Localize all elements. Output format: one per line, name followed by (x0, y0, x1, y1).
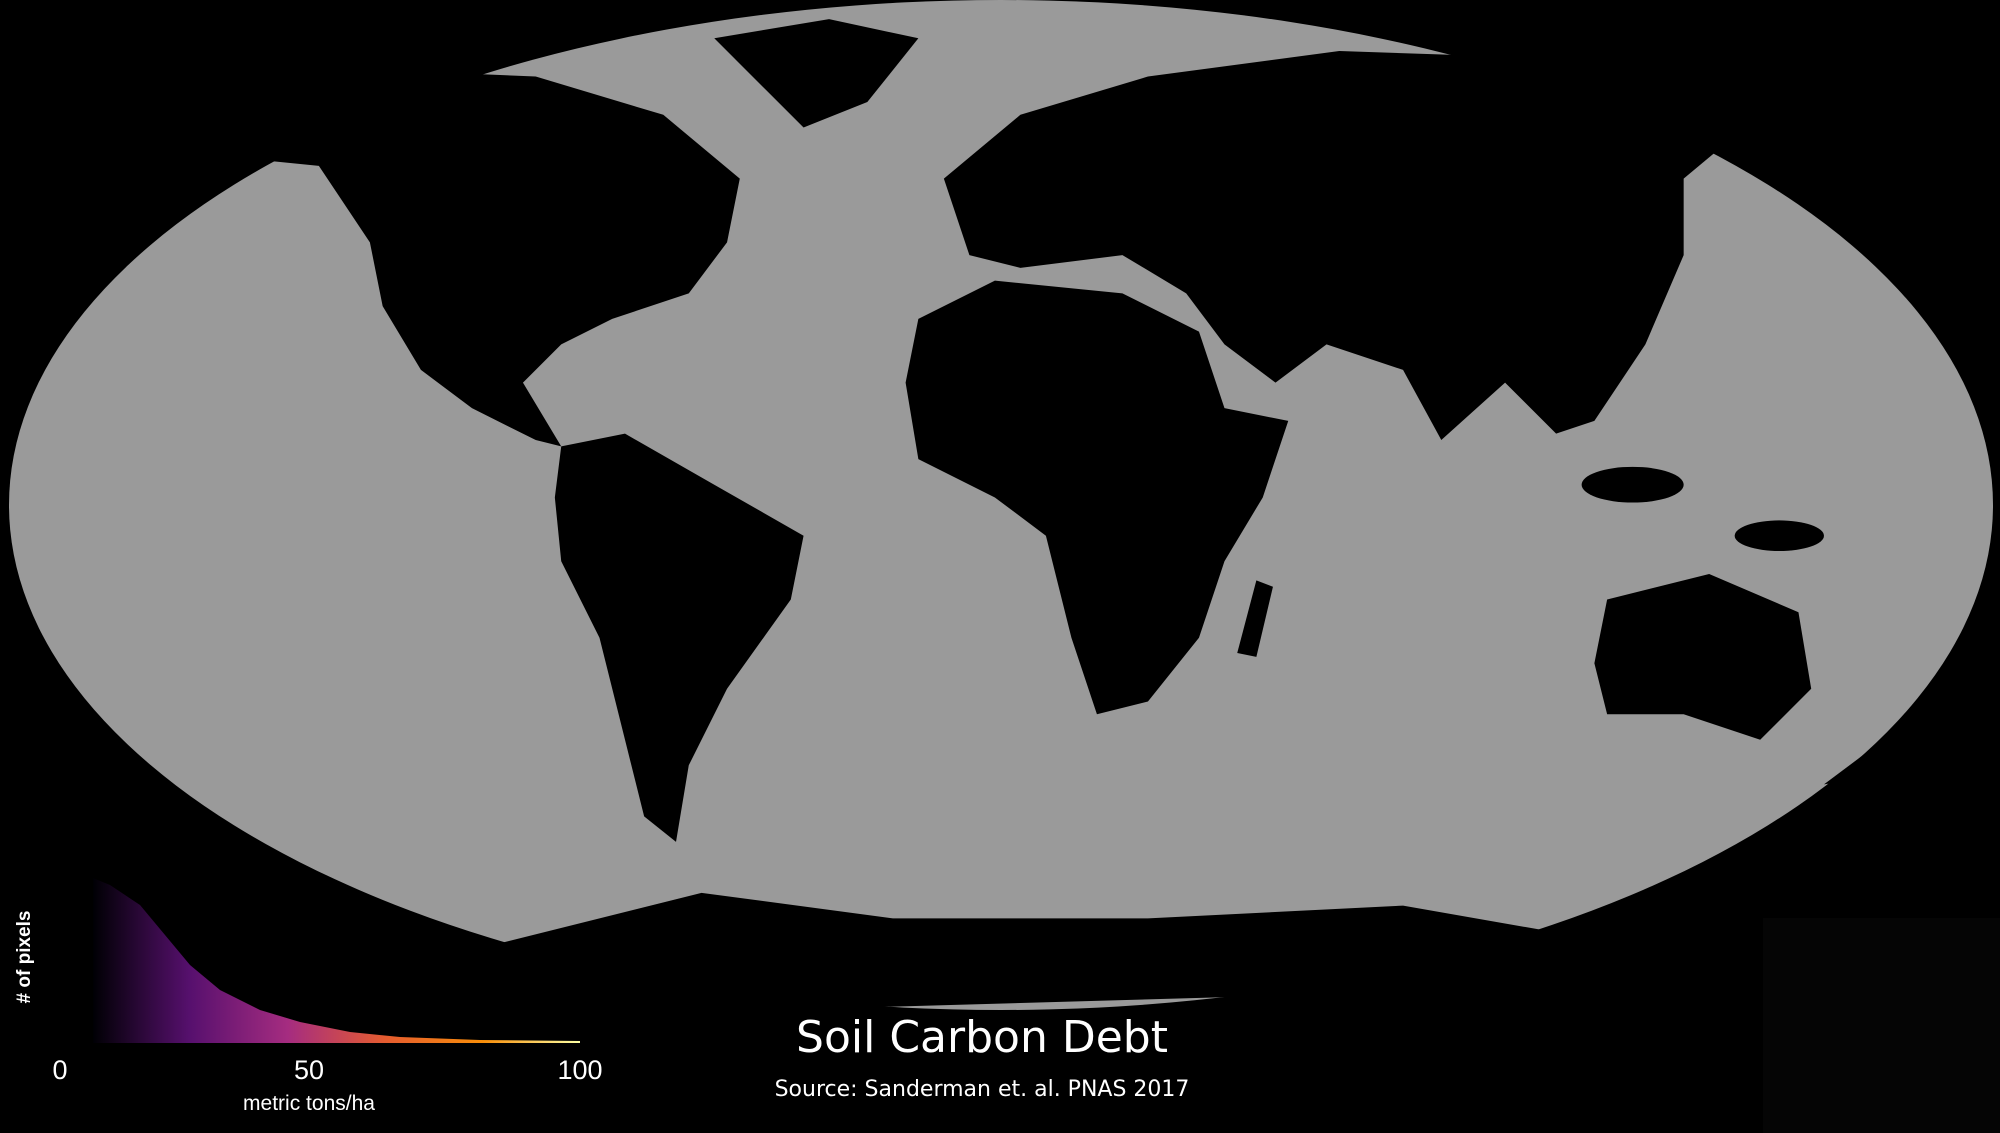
legend-tick-100: 100 (557, 1055, 603, 1085)
south-america (554, 433, 804, 842)
greenland (714, 19, 919, 128)
map-title: Soil Carbon Debt (796, 1012, 1168, 1063)
legend-tick-0: 0 (52, 1055, 68, 1085)
land-masses (191, 19, 1914, 1011)
new-zealand (1823, 727, 1914, 785)
madagascar (1237, 580, 1273, 657)
antarctica (446, 892, 1659, 1011)
north-america (191, 70, 740, 447)
corner-overlay (1763, 918, 2000, 1133)
eurasia (943, 51, 1761, 441)
map-source: Source: Sanderman et. al. PNAS 2017 (774, 1077, 1190, 1102)
legend-y-label: # of pixels (14, 910, 35, 1004)
indonesia (1581, 466, 1684, 503)
australia (1594, 573, 1812, 740)
legend-histogram (93, 878, 580, 1043)
africa (905, 280, 1289, 715)
new-guinea (1734, 520, 1824, 552)
legend-tick-50: 50 (293, 1055, 325, 1085)
legend-x-label: metric tons/ha (243, 1092, 375, 1115)
